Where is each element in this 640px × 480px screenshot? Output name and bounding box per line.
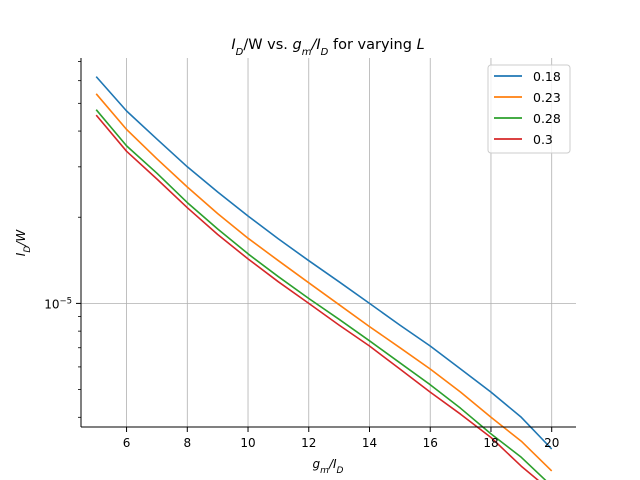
y-axis-label: ID/W [14, 229, 33, 257]
x-tick-label: 20 [544, 436, 559, 450]
x-tick-label: 16 [423, 436, 438, 450]
legend-label: 0.23 [533, 90, 561, 105]
series-line-0.18 [95, 76, 553, 450]
x-tick-label: 12 [301, 436, 316, 450]
legend-label: 0.28 [533, 111, 561, 126]
x-tick-label: 14 [362, 436, 377, 450]
series-line-0.23 [95, 93, 553, 472]
legend-label: 0.3 [533, 132, 553, 147]
series-line-0.3 [95, 114, 540, 480]
x-tick-label: 18 [483, 436, 498, 450]
chart-title: ID/W vs. gm/ID for varying L [231, 37, 424, 58]
x-tick-label: 10 [240, 436, 255, 450]
x-tick-label: 8 [183, 436, 191, 450]
legend-box [487, 64, 571, 154]
x-axis-ticks: 6 8 10 12 14 16 18 20 [123, 427, 559, 450]
y-axis-ticks: 10−5 [44, 61, 81, 418]
x-tick-label: 6 [123, 436, 131, 450]
x-axis-label: gm/ID [313, 457, 344, 476]
legend-label: 0.18 [533, 69, 561, 84]
series-line-0.28 [95, 109, 547, 480]
series-lines [95, 76, 553, 480]
legend: 0.18 0.23 0.28 0.3 [487, 64, 571, 154]
y-tick-label: 10−5 [44, 296, 72, 311]
